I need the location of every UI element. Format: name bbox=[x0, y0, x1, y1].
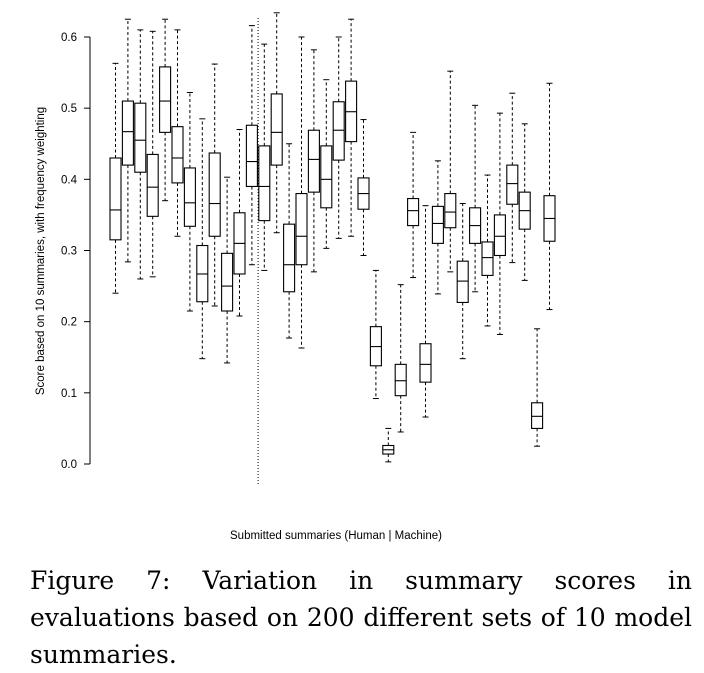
iqr-box bbox=[493, 214, 506, 257]
y-axis: 0.0 0.1 0.2 0.3 0.4 0.5 0.6 bbox=[61, 32, 91, 471]
iqr-box bbox=[407, 197, 420, 227]
y-tick-label: 0.5 bbox=[61, 103, 77, 115]
figure-caption: Figure 7: Variation in summary scores in… bbox=[30, 562, 692, 673]
iqr-box bbox=[208, 152, 221, 237]
iqr-box bbox=[258, 145, 271, 222]
box-8 bbox=[196, 118, 209, 360]
box-1 bbox=[109, 62, 122, 294]
y-tick-label: 0.2 bbox=[61, 317, 77, 329]
iqr-box bbox=[109, 157, 122, 241]
box-10 bbox=[221, 176, 234, 364]
box-31 bbox=[481, 174, 494, 327]
boxplot-chart: 0.0 0.1 0.2 0.3 0.4 0.5 0.6 Score based on 10 … bbox=[35, 12, 556, 542]
iqr-box bbox=[481, 241, 494, 276]
y-tick-label: 0.1 bbox=[61, 388, 77, 400]
box-19 bbox=[332, 36, 345, 239]
iqr-box bbox=[121, 100, 134, 166]
x-axis-label: Submitted summaries (Human | Machine) bbox=[230, 530, 442, 542]
iqr-box bbox=[221, 252, 234, 312]
caption-label: Figure 7: bbox=[30, 566, 171, 595]
box-34 bbox=[518, 123, 531, 281]
box-30 bbox=[469, 104, 482, 293]
box-25 bbox=[407, 131, 420, 279]
y-tick-label: 0.0 bbox=[61, 459, 77, 471]
iqr-box bbox=[332, 101, 345, 161]
box-35 bbox=[531, 328, 544, 447]
box-23 bbox=[382, 427, 395, 463]
iqr-box bbox=[394, 363, 407, 397]
iqr-box bbox=[506, 164, 519, 205]
iqr-box bbox=[320, 145, 333, 209]
caption-text: Variation in summary scores in evaluatio… bbox=[30, 566, 692, 669]
iqr-box bbox=[307, 129, 320, 193]
box-15 bbox=[283, 143, 296, 339]
box-14 bbox=[270, 12, 283, 234]
box-32 bbox=[493, 112, 506, 335]
box-28 bbox=[444, 70, 457, 273]
box-3 bbox=[134, 29, 147, 280]
iqr-box bbox=[295, 193, 308, 266]
box-13 bbox=[258, 43, 271, 271]
iqr-box bbox=[419, 343, 432, 383]
iqr-box bbox=[531, 402, 544, 429]
box-20 bbox=[345, 18, 358, 237]
boxes bbox=[109, 12, 556, 463]
iqr-box bbox=[146, 153, 159, 217]
iqr-box bbox=[283, 223, 296, 293]
box-21 bbox=[357, 119, 370, 256]
box-9 bbox=[208, 63, 221, 307]
box-24 bbox=[394, 284, 407, 433]
y-tick-label: 0.4 bbox=[61, 174, 78, 186]
iqr-box bbox=[456, 260, 469, 304]
box-2 bbox=[121, 18, 134, 263]
box-5 bbox=[159, 18, 172, 202]
iqr-box bbox=[134, 102, 147, 173]
box-11 bbox=[233, 129, 246, 317]
box-36 bbox=[543, 82, 556, 311]
y-tick-label: 0.3 bbox=[61, 246, 77, 258]
box-18 bbox=[320, 79, 333, 249]
box-12 bbox=[245, 25, 258, 266]
iqr-box bbox=[431, 205, 444, 244]
box-22 bbox=[369, 269, 382, 400]
iqr-box bbox=[245, 124, 258, 188]
box-33 bbox=[506, 92, 519, 264]
iqr-box bbox=[183, 167, 196, 227]
iqr-box bbox=[171, 126, 184, 184]
box-16 bbox=[295, 36, 308, 349]
y-tick-label: 0.6 bbox=[61, 32, 77, 44]
box-4 bbox=[146, 30, 159, 278]
y-axis-label: Score based on 10 summaries, with freque… bbox=[35, 107, 47, 395]
iqr-box bbox=[270, 93, 283, 166]
box-17 bbox=[307, 49, 320, 273]
iqr-box bbox=[444, 193, 457, 229]
box-26 bbox=[419, 205, 432, 418]
box-6 bbox=[171, 29, 184, 237]
box-29 bbox=[456, 203, 469, 360]
box-7 bbox=[183, 92, 196, 312]
box-27 bbox=[431, 160, 444, 295]
iqr-box bbox=[159, 66, 172, 133]
